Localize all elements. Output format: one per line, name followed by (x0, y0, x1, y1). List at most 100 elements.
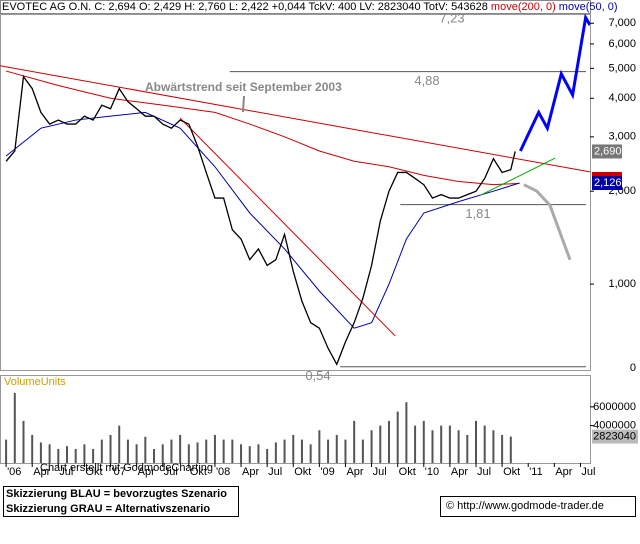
volume-bar (22, 420, 25, 463)
y-tick-label: 7,000 (608, 17, 636, 29)
y-tick-label: 3,000 (608, 131, 636, 143)
x-tick-label: Okt (294, 466, 311, 478)
last-price-box (592, 144, 622, 159)
volume-bar (509, 436, 512, 463)
last-price: 2,690 (594, 145, 622, 157)
trend-line (179, 117, 396, 337)
source: © http://www.godmode-trader.de (446, 500, 604, 512)
x-tick-label: Jul (373, 466, 387, 478)
volume-tick-label: 4000000 (593, 419, 636, 431)
quote: C: 2,694 O: 2,429 H: 2,760 L: 2,422 +0,0… (94, 1, 488, 13)
volume-bar (13, 392, 16, 463)
x-tick-label: '07 (112, 466, 126, 478)
volume-bar (83, 444, 86, 463)
x-tick-label: Apr (451, 466, 468, 478)
volume-bar (335, 434, 338, 463)
header-bar (0, 0, 591, 14)
legend-entry: move(50, 0) (559, 1, 618, 13)
y-tick-label: 5,000 (608, 62, 636, 74)
volume-bar (179, 434, 182, 463)
volume-bar (327, 439, 330, 463)
volume-panel (0, 375, 591, 464)
volume-bar (283, 439, 286, 463)
note: Skizzierung BLAU = bevorzugtes Szenario (6, 488, 227, 500)
last-ma50: 2,126 (594, 177, 622, 189)
volume-bar (213, 434, 216, 463)
volume-bar (66, 446, 69, 463)
volume-bar (118, 425, 121, 463)
price-panel (0, 14, 591, 371)
volume-bar (205, 439, 208, 463)
volume-bar (387, 420, 390, 463)
volume-bar (109, 434, 112, 463)
volume-bar (501, 434, 504, 463)
volume-bar (344, 439, 347, 463)
volume-bar (231, 439, 234, 463)
volume-bar (39, 442, 42, 463)
volume-bar (135, 444, 138, 463)
volume-bar (240, 444, 243, 463)
level-label: 4,88 (414, 73, 439, 88)
last-ma50-box (592, 176, 622, 191)
volume-bar (274, 442, 277, 463)
volume-bar (292, 434, 295, 463)
x-tick-label: Jul (477, 466, 491, 478)
source-box (440, 496, 636, 517)
level-label: 7,23 (439, 10, 464, 25)
scenario-line (523, 183, 572, 261)
volume-bar (222, 439, 225, 463)
trend-line (480, 157, 556, 196)
legend-entry: move(200, 0) (491, 1, 556, 13)
volume-bar (309, 444, 312, 463)
annotation-arrow (242, 95, 245, 113)
y-tick-label: 1,000 (608, 278, 636, 290)
volume-bar (422, 420, 425, 463)
volume-bar (457, 430, 460, 463)
x-tick-label: Apr (138, 466, 155, 478)
volume-bar (405, 402, 408, 463)
volume-bar (318, 430, 321, 463)
x-tick-label: '11 (529, 466, 543, 478)
note-box (3, 486, 239, 517)
volume-bar (440, 425, 443, 463)
x-tick-label: Apr (33, 466, 50, 478)
x-tick-label: '10 (425, 466, 439, 478)
x-tick-label: Okt (85, 466, 102, 478)
volume-tick-label: 6000000 (593, 401, 636, 413)
level-label: 1,81 (465, 206, 490, 221)
x-tick-label: Apr (346, 466, 363, 478)
x-tick-label: '09 (320, 466, 334, 478)
volume-bar (248, 446, 251, 463)
y-tick-label: 6,000 (608, 38, 636, 50)
annotation: Abwärtstrend seit September 2003 (145, 80, 342, 94)
y-tick-label: 0 (630, 362, 636, 374)
volume-bar (257, 444, 260, 463)
x-tick-label: '06 (7, 466, 21, 478)
x-tick-label: Okt (190, 466, 207, 478)
volume-bar (187, 444, 190, 463)
volume-last-box (592, 429, 638, 444)
volume-bar (414, 425, 417, 463)
credit: Chart erstellt mit GodmodeCharting (40, 462, 213, 474)
title: EVOTEC AG O.N. (2, 1, 91, 13)
x-tick-label: Jul (581, 466, 595, 478)
volume-bar (379, 425, 382, 463)
volume-bar (431, 430, 434, 463)
volume-bar (370, 430, 373, 463)
x-tick-label: Apr (242, 466, 259, 478)
header: EVOTEC AG O.N. C: 2,694 O: 2,429 H: 2,76… (2, 1, 618, 13)
volume-bar (100, 439, 103, 463)
volume-bar (448, 425, 451, 463)
volume-bar (153, 448, 156, 463)
volume-bar (144, 436, 147, 463)
volume-bar (353, 420, 356, 463)
volume-bar (57, 448, 60, 463)
volume-bar (483, 425, 486, 463)
level-label: 0,54 (305, 368, 330, 383)
ma200-marker (592, 172, 622, 177)
volume-bar (48, 444, 51, 463)
volume-bar (92, 448, 95, 463)
price-line (5, 74, 516, 366)
volume-bar (492, 430, 495, 463)
